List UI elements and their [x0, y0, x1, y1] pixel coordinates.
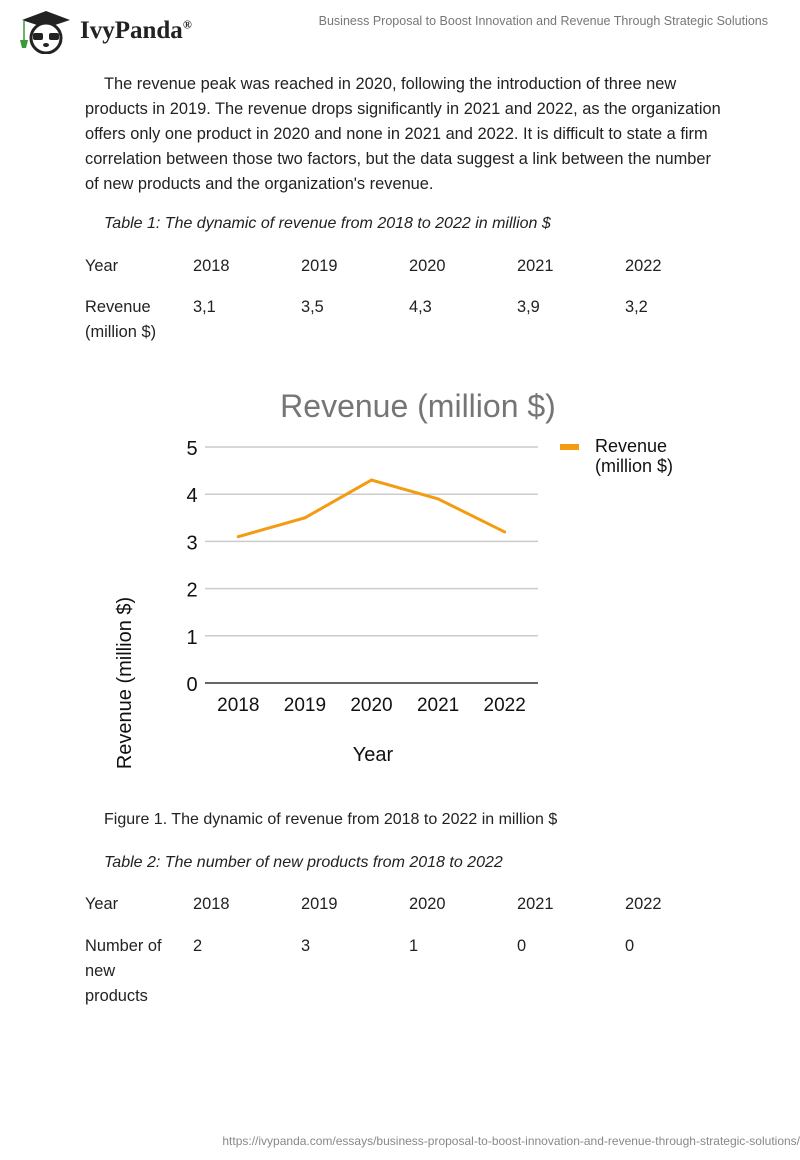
table-cell: 2018	[193, 257, 230, 275]
x-axis-label: Year	[353, 744, 394, 766]
table-header-row: Year 2018 2019 2020 2021 2022	[85, 254, 733, 279]
table-cell: 3	[301, 937, 311, 955]
y-tick-label: 3	[186, 532, 197, 554]
y-tick-label: 0	[186, 674, 197, 696]
table-cell: 2020	[409, 895, 446, 913]
x-tick-label: 2018	[217, 695, 259, 716]
source-url[interactable]: https://ivypanda.com/essays/business-pro…	[222, 1134, 800, 1148]
registered-mark: ®	[182, 17, 192, 32]
table-cell: 2018	[193, 895, 230, 913]
table-cell: 3,1	[193, 298, 216, 316]
table-cell: Year	[85, 257, 119, 275]
table-row: Revenue (million $) 3,1 3,5 4,3 3,9 3,2	[85, 295, 733, 345]
table-cell: 2020	[409, 257, 446, 275]
table1-caption: Table 1: The dynamic of revenue from 201…	[104, 215, 551, 232]
table-cell: Revenue (million $)	[85, 298, 157, 341]
table-cell: Year	[85, 895, 119, 913]
table-cell: 2021	[517, 895, 554, 913]
x-tick-label: 2020	[350, 695, 392, 716]
figure-caption: Figure 1. The dynamic of revenue from 20…	[104, 811, 558, 828]
legend-swatch	[560, 444, 579, 450]
x-tick-label: 2019	[284, 695, 326, 716]
panda-graduate-icon	[20, 11, 70, 54]
table-cell: Number of new products	[85, 937, 162, 1005]
revenue-series-line	[237, 478, 506, 539]
brand-name: IvyPanda	[80, 17, 183, 44]
y-tick-label: 4	[186, 485, 197, 507]
table-cell: 0	[517, 937, 527, 955]
x-tick-label: 2022	[484, 695, 526, 716]
table-cell: 2021	[517, 257, 554, 275]
table-row: Number of new products 2 3 1 0 0	[85, 934, 733, 1009]
table-cell: 3,5	[301, 298, 324, 316]
y-tick-label: 1	[186, 627, 197, 649]
table-cell: 2022	[625, 895, 662, 913]
table-cell: 1	[409, 937, 419, 955]
table-cell: 0	[625, 937, 635, 955]
table-cell: 2019	[301, 895, 338, 913]
table2-caption: Table 2: The number of new products from…	[104, 854, 503, 871]
new-products-table: Year 2018 2019 2020 2021 2022 Number of …	[85, 892, 733, 1009]
legend-label: Revenue (million $)	[595, 436, 673, 476]
y-axis-label: Revenue (million $)	[114, 597, 136, 769]
table-cell: 2	[193, 937, 203, 955]
chart-title: Revenue (million $)	[280, 388, 556, 424]
table-cell: 4,3	[409, 298, 432, 316]
document-title: Business Proposal to Boost Innovation an…	[318, 14, 768, 28]
table-cell: 3,2	[625, 298, 648, 316]
table-header-row: Year 2018 2019 2020 2021 2022	[85, 892, 733, 917]
revenue-line-chart: Revenue (million $) 0 1 2 3 4 5 2018 2019 2020 2…	[114, 388, 673, 769]
table-cell: 2019	[301, 257, 338, 275]
y-tick-label: 5	[186, 438, 197, 460]
revenue-table: Year 2018 2019 2020 2021 2022 Revenue (m…	[85, 254, 733, 345]
body-paragraph: The revenue peak was reached in 2020, fo…	[85, 75, 721, 193]
ivypanda-logo[interactable]: IvyPanda®	[16, 8, 192, 54]
table-cell: 2022	[625, 257, 662, 275]
table-cell: 3,9	[517, 298, 540, 316]
y-tick-label: 2	[186, 580, 197, 602]
x-tick-label: 2021	[417, 695, 459, 716]
